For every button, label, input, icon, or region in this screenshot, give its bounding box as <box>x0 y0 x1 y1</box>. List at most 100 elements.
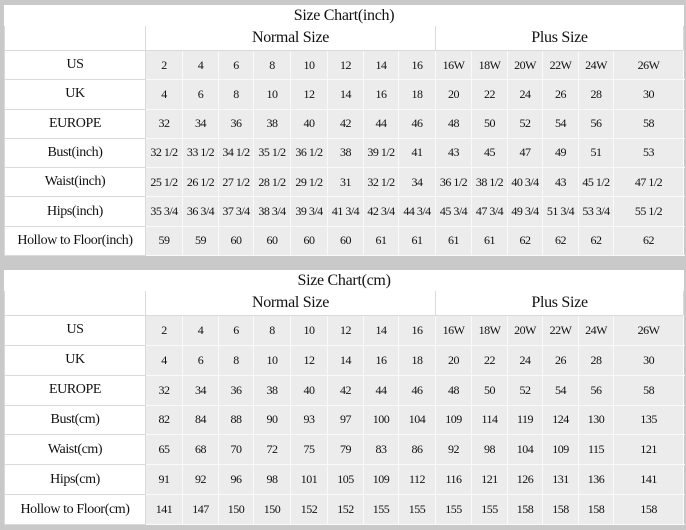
group-header-row: Normal Size Plus Size <box>4 25 685 51</box>
table-cell: 54 <box>542 374 579 406</box>
table-cell: 152 <box>327 494 364 525</box>
table-cell: 29 1/2 <box>290 167 328 198</box>
table-cell: 22 <box>471 79 508 110</box>
table-row: Hips(cm) 91 92 96 98 101 105 109 112 116 121 126 131… <box>4 464 685 496</box>
table-cell: 20W <box>507 315 543 346</box>
table-cell: 10 <box>290 49 328 81</box>
table-cell: 38 <box>253 374 291 406</box>
table-cell: 10 <box>290 315 328 346</box>
table-cell: 90 <box>253 404 291 436</box>
table-row: Waist(cm) 65 68 70 72 75 79 83 86 92 98 104 109 115 12… <box>4 434 685 466</box>
corner-cell <box>4 25 146 51</box>
table-cell: 54 <box>542 108 579 139</box>
table-cell: 152 <box>290 494 328 525</box>
table-cell: 116 <box>435 464 472 496</box>
table-cell: 121 <box>471 464 508 496</box>
table-cell: 26 1/2 <box>182 167 219 198</box>
table-cell: 24W <box>578 315 614 346</box>
table-cell: 39 3/4 <box>290 196 328 227</box>
table-cell: 39 1/2 <box>363 137 399 169</box>
row-label: Hollow to Floor(inch) <box>4 225 146 257</box>
table-cell: 40 <box>290 374 328 406</box>
group-header-row: Normal Size Plus Size <box>4 290 685 316</box>
table-cell: 38 3/4 <box>253 196 291 227</box>
row-label: Waist(inch) <box>4 167 146 198</box>
table-row: Bust(inch) 32 1/2 33 1/2 34 1/2 35 1/2 36 1/2… <box>4 137 685 169</box>
table-cell: 155 <box>435 494 472 525</box>
table-cell: 28 <box>578 79 614 110</box>
table-cell: 135 <box>612 404 685 436</box>
table-cell: 8 <box>218 344 254 376</box>
table-cell: 47 <box>507 137 543 169</box>
table-cell: 12 <box>290 344 328 376</box>
table-cell: 121 <box>612 434 685 466</box>
size-chart-inch: Size Chart(inch) Normal Size Plus Size US 2 4… <box>3 5 685 257</box>
table-cell: 155 <box>363 494 399 525</box>
table-cell: 35 1/2 <box>253 137 291 169</box>
table-cell: 109 <box>542 434 579 466</box>
table-cell: 150 <box>253 494 291 525</box>
table-cell: 92 <box>182 464 219 496</box>
table-cell: 49 3/4 <box>507 196 543 227</box>
size-chart-cm: Size Chart(cm) Normal Size Plus Size US 2 4 6 8… <box>3 270 685 525</box>
table-cell: 155 <box>471 494 508 525</box>
table-cell: 60 <box>218 225 254 257</box>
table-cell: 20W <box>507 49 543 81</box>
table-cell: 10 <box>253 79 291 110</box>
table-cell: 105 <box>327 464 364 496</box>
table-cell: 97 <box>327 404 364 436</box>
table-cell: 72 <box>253 434 291 466</box>
table-cell: 155 <box>398 494 436 525</box>
row-label: Waist(cm) <box>4 434 146 466</box>
table-cell: 51 3/4 <box>542 196 579 227</box>
table-row: Hips(inch) 35 3/4 36 3/4 37 3/4 38 3/4 39 3/4… <box>4 196 685 227</box>
table-cell: 131 <box>542 464 579 496</box>
table-cell: 36 <box>218 108 254 139</box>
table-cell: 59 <box>182 225 219 257</box>
table-cell: 50 <box>471 108 508 139</box>
row-label: Hollow to Floor(cm) <box>4 494 146 525</box>
row-label: Hips(inch) <box>4 196 146 227</box>
chart-title: Size Chart(inch) <box>3 5 685 26</box>
table-cell: 48 <box>435 108 472 139</box>
table-cell: 42 <box>327 374 364 406</box>
table-cell: 119 <box>507 404 543 436</box>
table-cell: 60 <box>253 225 291 257</box>
table-cell: 59 <box>145 225 183 257</box>
table-cell: 8 <box>253 49 291 81</box>
row-label: UK <box>4 79 146 110</box>
table-cell: 30 <box>612 344 685 376</box>
table-cell: 34 <box>182 374 219 406</box>
table-cell: 2 <box>145 49 183 81</box>
table-cell: 82 <box>145 404 183 436</box>
table-cell: 47 1/2 <box>612 167 685 198</box>
table-row: EUROPE 32 34 36 38 40 42 44 46 48 50 52 54 56 58 <box>4 108 685 139</box>
table-cell: 62 <box>542 225 579 257</box>
table-cell: 8 <box>218 79 254 110</box>
table-cell: 62 <box>578 225 614 257</box>
table-cell: 48 <box>435 374 472 406</box>
table-cell: 65 <box>145 434 183 466</box>
table-cell: 36 1/2 <box>435 167 472 198</box>
table-cell: 109 <box>363 464 399 496</box>
table-cell: 158 <box>542 494 579 525</box>
table-cell: 8 <box>253 315 291 346</box>
table-cell: 25 1/2 <box>145 167 183 198</box>
normal-size-header: Normal Size <box>145 290 436 316</box>
table-row: Waist(inch) 25 1/2 26 1/2 27 1/2 28 1/2 29 1/… <box>4 167 685 198</box>
table-cell: 18W <box>471 315 508 346</box>
table-cell: 50 <box>471 374 508 406</box>
table-cell: 46 <box>398 374 436 406</box>
table-cell: 49 <box>542 137 579 169</box>
table-cell: 158 <box>578 494 614 525</box>
table-cell: 101 <box>290 464 328 496</box>
table-cell: 40 <box>290 108 328 139</box>
table-cell: 104 <box>398 404 436 436</box>
table-cell: 18 <box>398 344 436 376</box>
table-cell: 16W <box>435 315 472 346</box>
title-row: Size Chart(inch) <box>3 5 685 26</box>
table-cell: 158 <box>612 494 685 525</box>
table-cell: 61 <box>398 225 436 257</box>
table-cell: 26W <box>612 315 685 346</box>
table-row: UK 4 6 8 10 12 14 16 18 20 22 24 26 28 30 <box>4 344 685 376</box>
